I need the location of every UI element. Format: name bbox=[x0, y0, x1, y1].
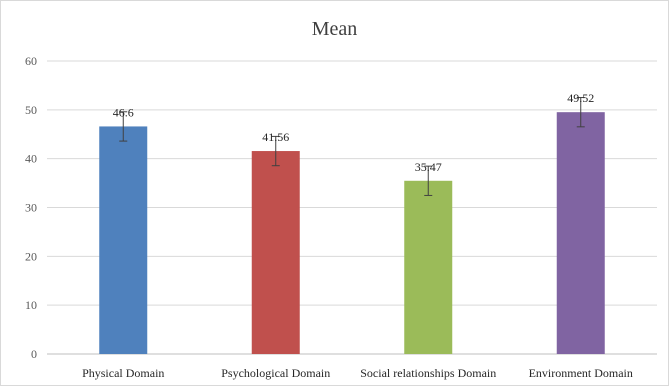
data-label: 35.47 bbox=[415, 160, 442, 174]
bar bbox=[556, 112, 605, 354]
data-label: 49.52 bbox=[567, 91, 594, 105]
bar bbox=[251, 151, 300, 354]
bar bbox=[404, 180, 453, 354]
y-tick-label: 20 bbox=[25, 249, 37, 263]
data-label: 46.6 bbox=[113, 105, 134, 119]
data-labels: 46.6 41.56 35.47 49.52 bbox=[113, 91, 595, 174]
y-tick-label: 60 bbox=[25, 54, 37, 68]
bars bbox=[99, 112, 605, 354]
x-category-label: Physical Domain bbox=[82, 366, 164, 380]
chart-title: Mean bbox=[311, 18, 358, 40]
y-tick-label: 40 bbox=[25, 152, 37, 166]
gridlines bbox=[47, 60, 657, 355]
error-bars bbox=[119, 97, 585, 196]
x-category-label: Environment Domain bbox=[529, 366, 633, 380]
data-label: 41.56 bbox=[262, 130, 289, 144]
bar bbox=[99, 126, 148, 354]
y-tick-label: 0 bbox=[31, 347, 37, 361]
y-tick-label: 30 bbox=[25, 201, 37, 215]
y-tick-label: 10 bbox=[25, 298, 37, 312]
x-axis-categories: Physical Domain Psychological Domain Socia… bbox=[82, 366, 633, 380]
y-axis-ticks: 0 10 20 30 40 50 60 bbox=[25, 54, 37, 361]
x-category-label: Psychological Domain bbox=[221, 366, 330, 380]
y-tick-label: 50 bbox=[25, 103, 37, 117]
x-category-label: Social relationships Domain bbox=[360, 366, 496, 380]
